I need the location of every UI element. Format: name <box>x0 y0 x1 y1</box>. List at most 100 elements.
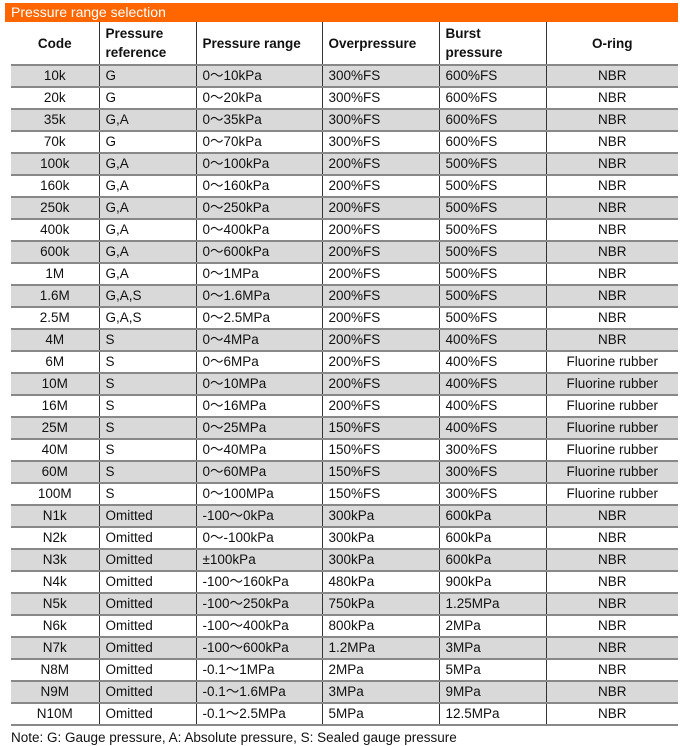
cell-overpressure: 200%FS <box>321 196 439 219</box>
cell-overpressure: 300kPa <box>321 548 439 571</box>
table-row: 10k G 0～10kPa 300%FS 600%FS NBR <box>11 64 678 87</box>
table-row: 70k G 0～70kPa 300%FS 600%FS NBR <box>11 130 678 153</box>
cell-pressure-reference: S <box>98 416 196 439</box>
cell-code: 16M <box>11 394 99 417</box>
cell-burst-pressure: 500%FS <box>438 152 546 175</box>
cell-pressure-range: -100～160kPa <box>195 570 322 593</box>
cell-o-ring: NBR <box>545 504 678 527</box>
cell-burst-pressure: 500%FS <box>438 196 546 219</box>
table-row: 1M G,A 0～1MPa 200%FS 500%FS NBR <box>11 262 678 285</box>
cell-pressure-reference: S <box>98 372 196 395</box>
table-row: N9M Omitted -0.1～1.6MPa 3MPa 9MPa NBR <box>11 680 678 703</box>
cell-burst-pressure: 1.25MPa <box>438 592 546 615</box>
cell-burst-pressure: 400%FS <box>438 328 546 351</box>
cell-overpressure: 150%FS <box>321 460 439 483</box>
cell-code: N2k <box>11 526 99 549</box>
table-row: N6k Omitted -100～400kPa 800kPa 2MPa NBR <box>11 614 678 637</box>
cell-pressure-range: -100～250kPa <box>195 592 322 615</box>
cell-overpressure: 300%FS <box>321 130 439 153</box>
table-row: 6M S 0～6MPa 200%FS 400%FS Fluorine rubber <box>11 350 678 373</box>
cell-o-ring: NBR <box>545 328 678 351</box>
table-row: 250k G,A 0～250kPa 200%FS 500%FS NBR <box>11 196 678 219</box>
cell-overpressure: 3MPa <box>321 680 439 703</box>
cell-pressure-range: 0～1MPa <box>195 262 322 285</box>
table-row: N3k Omitted ±100kPa 300kPa 600kPa NBR <box>11 548 678 571</box>
cell-code: 160k <box>11 174 99 197</box>
cell-burst-pressure: 300%FS <box>438 438 546 461</box>
cell-code: 1.6M <box>11 284 99 307</box>
cell-pressure-reference: S <box>98 482 196 505</box>
cell-o-ring: NBR <box>545 218 678 241</box>
cell-pressure-range: 0～35kPa <box>195 108 322 131</box>
cell-code: N1k <box>11 504 99 527</box>
cell-o-ring: NBR <box>545 64 678 87</box>
cell-o-ring: NBR <box>545 636 678 659</box>
cell-code: 250k <box>11 196 99 219</box>
cell-pressure-reference: Omitted <box>98 526 196 549</box>
cell-burst-pressure: 400%FS <box>438 372 546 395</box>
cell-pressure-reference: S <box>98 394 196 417</box>
cell-burst-pressure: 500%FS <box>438 262 546 285</box>
cell-pressure-reference: G,A <box>98 108 196 131</box>
cell-pressure-reference: G,A <box>98 262 196 285</box>
cell-overpressure: 750kPa <box>321 592 439 615</box>
cell-burst-pressure: 500%FS <box>438 284 546 307</box>
table-row: 60M S 0～60MPa 150%FS 300%FS Fluorine rubber <box>11 460 678 483</box>
cell-code: N7k <box>11 636 99 659</box>
cell-burst-pressure: 600kPa <box>438 548 546 571</box>
cell-pressure-range: 0～20kPa <box>195 86 322 109</box>
cell-o-ring: NBR <box>545 702 678 726</box>
cell-code: 60M <box>11 460 99 483</box>
cell-overpressure: 300kPa <box>321 526 439 549</box>
cell-overpressure: 300%FS <box>321 64 439 87</box>
cell-code: N9M <box>11 680 99 703</box>
cell-overpressure: 2MPa <box>321 658 439 681</box>
table-row: N5k Omitted -100～250kPa 750kPa 1.25MPa NBR <box>11 592 678 615</box>
cell-pressure-range: -0.1～2.5MPa <box>195 702 322 726</box>
cell-o-ring: Fluorine rubber <box>545 350 678 373</box>
cell-code: N5k <box>11 592 99 615</box>
cell-o-ring: NBR <box>545 570 678 593</box>
cell-o-ring: NBR <box>545 284 678 307</box>
table-row: 40M S 0～40MPa 150%FS 300%FS Fluorine rubber <box>11 438 678 461</box>
cell-burst-pressure: 500%FS <box>438 306 546 329</box>
cell-code: 10k <box>11 64 99 87</box>
cell-code: 20k <box>11 86 99 109</box>
cell-pressure-range: 0～400kPa <box>195 218 322 241</box>
cell-burst-pressure: 400%FS <box>438 394 546 417</box>
cell-o-ring: NBR <box>545 130 678 153</box>
cell-pressure-reference: G,A <box>98 218 196 241</box>
cell-o-ring: Fluorine rubber <box>545 482 678 505</box>
cell-o-ring: Fluorine rubber <box>545 372 678 395</box>
cell-pressure-reference: Omitted <box>98 504 196 527</box>
table-row: 160k G,A 0～160kPa 200%FS 500%FS NBR <box>11 174 678 197</box>
cell-burst-pressure: 3MPa <box>438 636 546 659</box>
cell-o-ring: NBR <box>545 658 678 681</box>
cell-pressure-range: 0～2.5MPa <box>195 306 322 329</box>
cell-pressure-range: 0～10kPa <box>195 64 322 87</box>
cell-pressure-range: 0～1.6MPa <box>195 284 322 307</box>
footnote: Note: G: Gauge pressure, A: Absolute pre… <box>11 730 457 745</box>
cell-pressure-reference: G,A <box>98 174 196 197</box>
cell-pressure-reference: Omitted <box>98 570 196 593</box>
cell-o-ring: NBR <box>545 196 678 219</box>
cell-o-ring: NBR <box>545 526 678 549</box>
table-row: 2.5M G,A,S 0～2.5MPa 200%FS 500%FS NBR <box>11 306 678 329</box>
cell-code: 40M <box>11 438 99 461</box>
cell-code: N6k <box>11 614 99 637</box>
cell-overpressure: 150%FS <box>321 416 439 439</box>
cell-pressure-reference: Omitted <box>98 658 196 681</box>
cell-pressure-reference: Omitted <box>98 636 196 659</box>
cell-burst-pressure: 300%FS <box>438 460 546 483</box>
cell-code: 2.5M <box>11 306 99 329</box>
header-o-ring: O-ring <box>545 22 678 65</box>
cell-burst-pressure: 600%FS <box>438 108 546 131</box>
cell-pressure-range: 0～100MPa <box>195 482 322 505</box>
cell-code: N10M <box>11 702 99 726</box>
table-body: 10k G 0～10kPa 300%FS 600%FS NBR 20k G 0～20kPa 300… <box>11 64 678 726</box>
cell-burst-pressure: 9MPa <box>438 680 546 703</box>
cell-o-ring: Fluorine rubber <box>545 416 678 439</box>
section-title: Pressure range selection <box>5 3 678 22</box>
cell-pressure-range: -100～600kPa <box>195 636 322 659</box>
cell-o-ring: NBR <box>545 614 678 637</box>
